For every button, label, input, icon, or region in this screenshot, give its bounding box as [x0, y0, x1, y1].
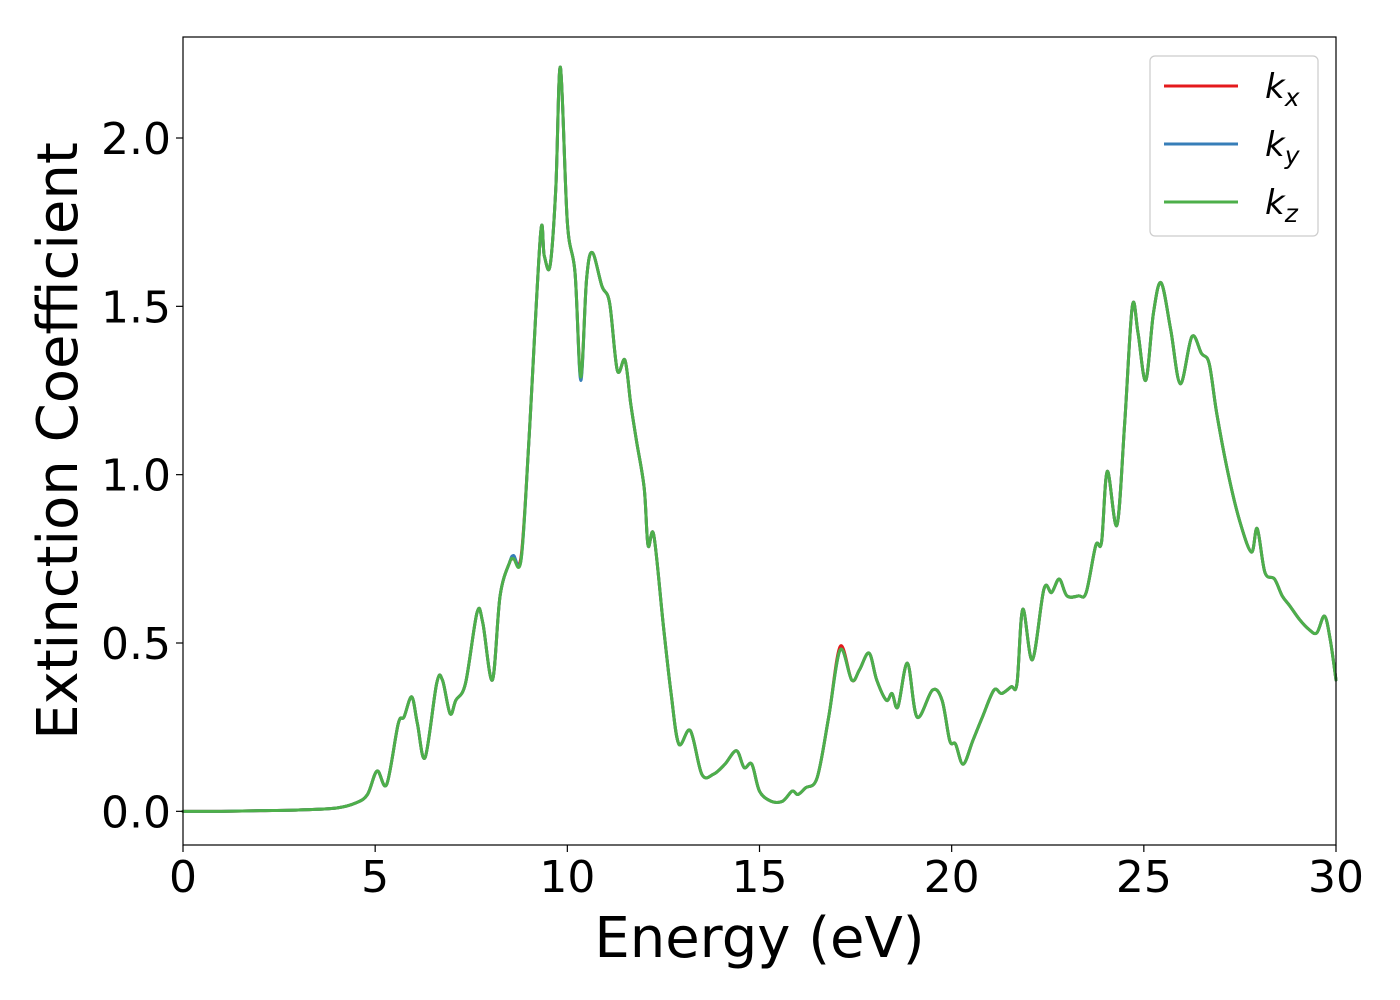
legend-label-kx: kx [1265, 67, 1300, 112]
x-axis-title: Energy (eV) [594, 906, 924, 971]
y-tick-label: 2.0 [101, 114, 171, 165]
y-tick-label: 1.0 [101, 451, 171, 502]
x-tick-label: 30 [1308, 852, 1364, 903]
plot-area [183, 37, 1336, 845]
y-axis-title: Extinction Coefficient [26, 142, 91, 740]
y-tick-label: 0.0 [101, 787, 171, 838]
legend-label-kz: kz [1265, 183, 1299, 228]
y-tick-label: 0.5 [101, 619, 171, 670]
x-tick-label: 25 [1116, 852, 1172, 903]
x-axis-ticks: 0 5 10 15 20 25 30 [169, 845, 1364, 903]
x-tick-label: 5 [361, 852, 389, 903]
x-tick-label: 10 [539, 852, 595, 903]
x-tick-label: 0 [169, 852, 197, 903]
legend: kx ky kz [1149, 55, 1319, 237]
y-tick-label: 1.5 [101, 282, 171, 333]
x-tick-label: 15 [732, 852, 788, 903]
legend-label-ky: ky [1265, 125, 1301, 170]
x-tick-label: 20 [924, 852, 980, 903]
legend-box [1149, 55, 1319, 237]
series-lines [181, 65, 1338, 813]
series-line-k-z [181, 65, 1338, 813]
y-axis-ticks: 0.0 0.5 1.0 1.5 2.0 [101, 114, 183, 838]
